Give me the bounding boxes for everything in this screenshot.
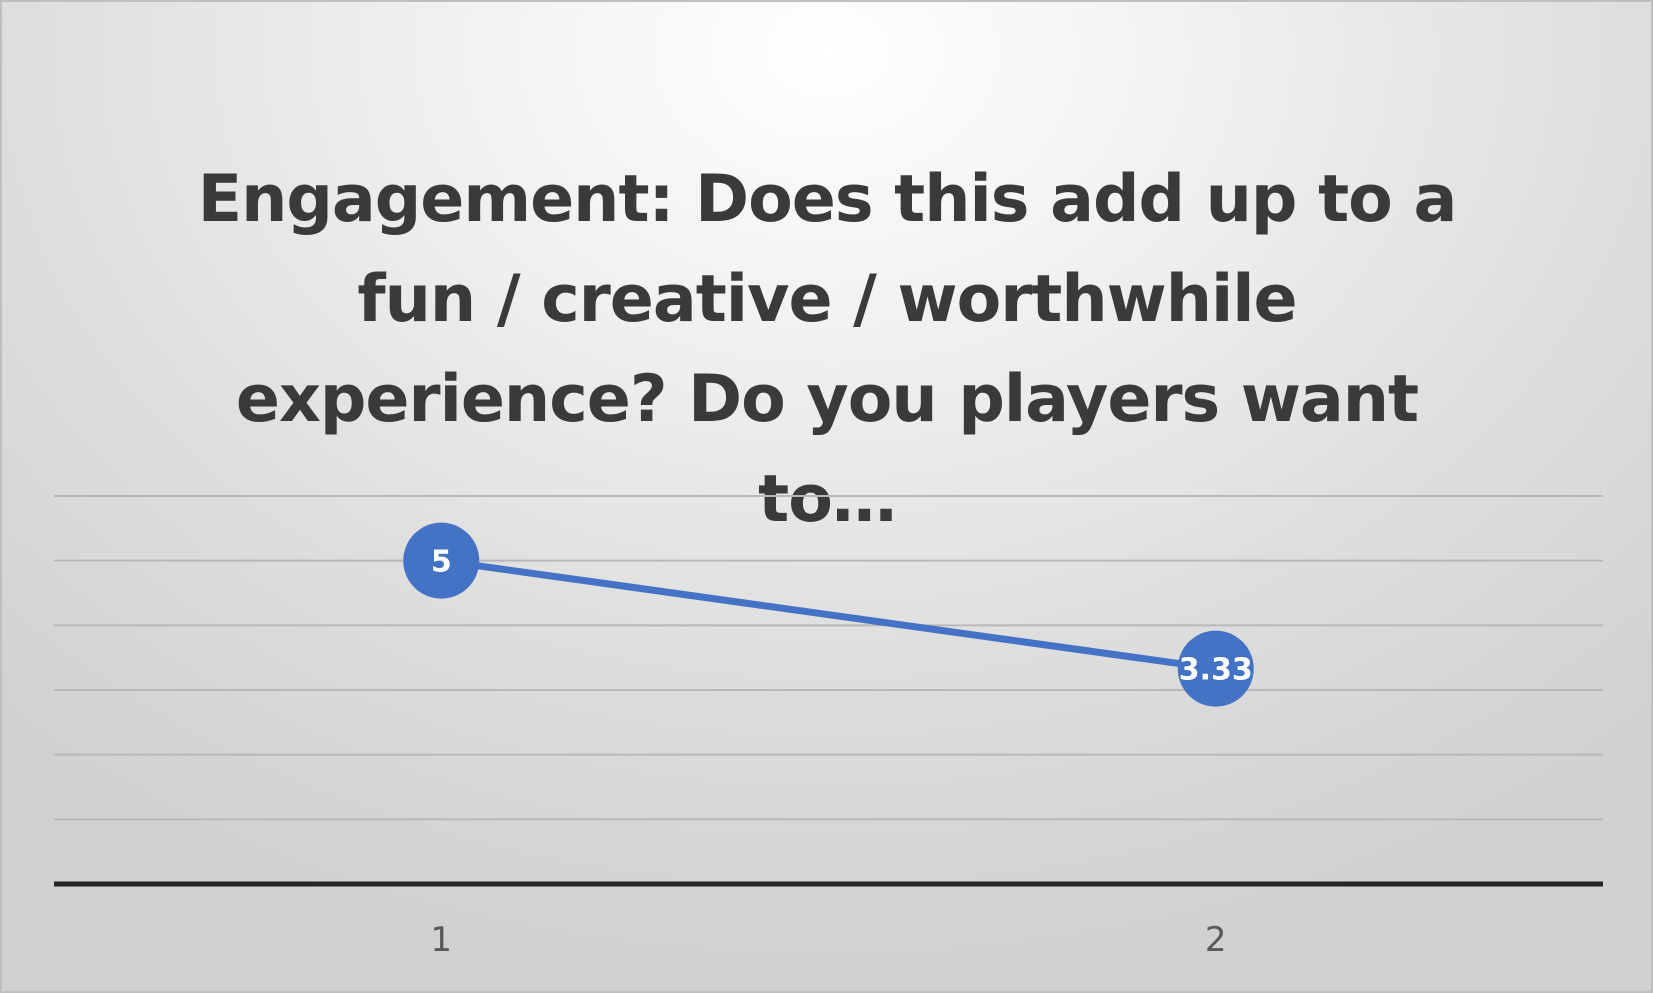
gridlines: [54, 495, 1603, 821]
data-label: 3.33: [1179, 653, 1253, 688]
data-point: [1177, 630, 1254, 707]
data-point: [403, 522, 480, 599]
data-label: 5: [431, 545, 452, 580]
x-tick-label: 2: [1205, 920, 1227, 960]
series-line: [437, 557, 1220, 673]
x-tick-label: 1: [430, 920, 452, 960]
series: 53.33: [403, 522, 1254, 707]
chart-title: Engagement: Does this add up to a fun / …: [197, 162, 1458, 537]
